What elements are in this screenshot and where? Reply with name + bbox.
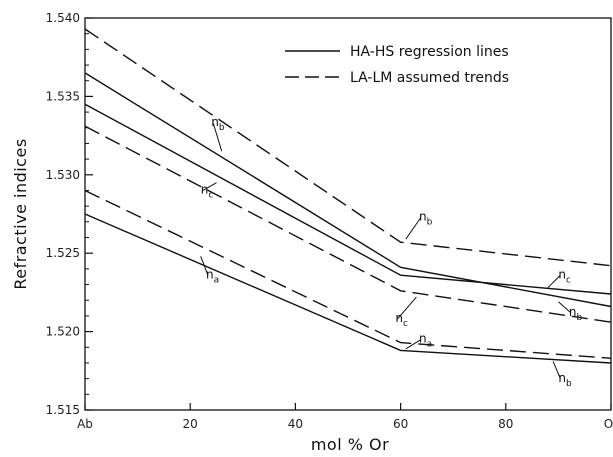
annotation-label: nb [558,371,572,389]
annotation-leader [405,216,422,240]
annotation-leader [202,182,217,192]
x-tick-label: 80 [498,417,513,431]
annotation-leader [405,339,422,350]
annotation-leader [552,361,561,379]
x-axis-title: mol % Or [311,435,389,454]
x-tick-label: Ab [77,417,93,431]
y-tick-label: 1.515 [46,403,80,417]
x-tick-label: Or [604,417,613,431]
y-tick-label: 1.520 [46,325,80,339]
y-tick-label: 1.530 [46,168,80,182]
solid-regression-line-0 [84,72,612,308]
series-lines [84,28,612,364]
solid-regression-line-1 [84,103,612,295]
annotation-leader [200,256,209,276]
dashed-trend-line-5 [84,189,612,359]
legend-entry-dashed: LA-LM assumed trends [350,70,509,86]
legend-entry-solid: HA-HS regression lines [350,44,509,60]
annotation-label: nb [569,305,583,323]
annotation-label: nb [419,209,433,227]
annotation-leader [547,274,561,289]
x-tick-label: 60 [393,417,408,431]
legend: HA-HS regression lines LA-LM assumed tre… [285,44,509,86]
y-axis-title: Refractive indices [11,138,30,289]
x-tick-label: 20 [183,417,198,431]
annotation-leader [212,123,223,152]
x-tick-label: 40 [288,417,303,431]
annotation-label: nb [211,115,225,133]
dashed-trend-line-3 [84,28,612,267]
tick-marks [84,17,612,411]
y-tick-label: 1.535 [46,89,80,103]
annotation-label: nc [558,267,571,285]
dashed-trend-line-4 [84,125,612,323]
annotation-label: na [206,267,219,285]
tick-labels: Ab 20 40 60 80 Or 1.515 1.520 1.525 1.530 1.535 1.5… [46,11,613,431]
annotation-label: nc [395,311,408,329]
y-tick-label: 1.540 [46,11,80,25]
annotation-leader [558,301,572,314]
annotation-label: na [419,332,432,350]
plot-frame [84,17,612,411]
solid-regression-line-2 [84,213,612,364]
annotation-leader [396,296,417,320]
annotation-label: nc [201,183,214,201]
y-tick-label: 1.525 [46,246,80,260]
